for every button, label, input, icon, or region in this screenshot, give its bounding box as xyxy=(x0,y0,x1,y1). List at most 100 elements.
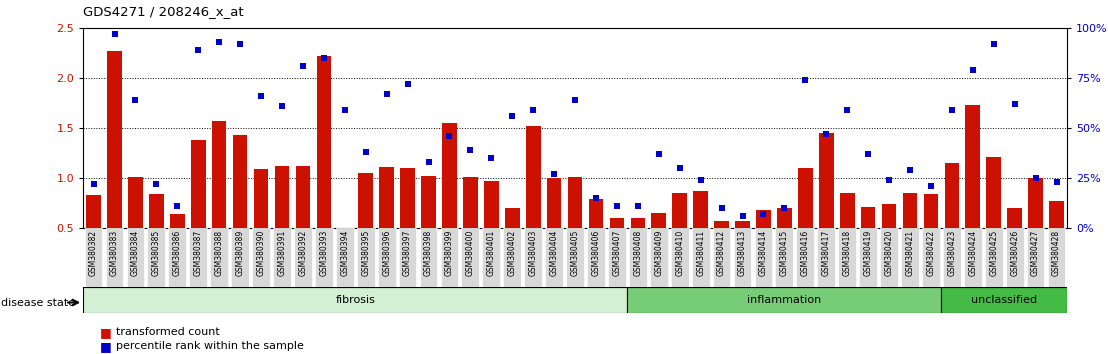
FancyBboxPatch shape xyxy=(545,228,563,287)
FancyBboxPatch shape xyxy=(211,228,228,287)
Point xyxy=(670,166,688,171)
Text: GSM380421: GSM380421 xyxy=(905,230,914,276)
Bar xyxy=(86,195,101,228)
Bar xyxy=(942,287,1067,313)
FancyBboxPatch shape xyxy=(232,228,249,287)
Point xyxy=(839,108,856,113)
Point xyxy=(880,177,897,183)
Point xyxy=(441,133,459,139)
Point xyxy=(399,81,417,87)
Text: GSM380418: GSM380418 xyxy=(843,230,852,276)
Text: GSM380407: GSM380407 xyxy=(613,230,622,276)
FancyBboxPatch shape xyxy=(797,228,814,287)
Point xyxy=(378,91,396,97)
FancyBboxPatch shape xyxy=(253,228,270,287)
Text: GSM380424: GSM380424 xyxy=(968,230,977,276)
Text: GSM380416: GSM380416 xyxy=(801,230,810,276)
Text: GSM380403: GSM380403 xyxy=(529,230,537,276)
Bar xyxy=(463,177,478,228)
Text: GSM380413: GSM380413 xyxy=(738,230,747,276)
FancyBboxPatch shape xyxy=(524,228,542,287)
Bar xyxy=(254,169,268,228)
Point xyxy=(755,211,772,217)
Bar xyxy=(627,287,942,313)
Point xyxy=(985,41,1003,47)
FancyBboxPatch shape xyxy=(839,228,856,287)
Point xyxy=(232,41,249,47)
Text: GSM380423: GSM380423 xyxy=(947,230,956,276)
Bar xyxy=(882,204,896,228)
Point xyxy=(253,93,270,99)
Bar xyxy=(986,157,1001,228)
Bar xyxy=(924,194,938,228)
FancyBboxPatch shape xyxy=(168,228,186,287)
Point xyxy=(168,204,186,209)
FancyBboxPatch shape xyxy=(922,228,940,287)
Bar xyxy=(421,176,435,228)
Point xyxy=(524,108,542,113)
Text: GSM380383: GSM380383 xyxy=(110,230,119,276)
Text: GSM380392: GSM380392 xyxy=(298,230,307,276)
Bar xyxy=(567,177,583,228)
FancyBboxPatch shape xyxy=(985,228,1003,287)
Text: GSM380393: GSM380393 xyxy=(319,230,328,276)
Text: GSM380414: GSM380414 xyxy=(759,230,768,276)
Bar xyxy=(150,194,164,228)
Text: GSM380386: GSM380386 xyxy=(173,230,182,276)
FancyBboxPatch shape xyxy=(84,228,102,287)
Point xyxy=(126,97,144,103)
FancyBboxPatch shape xyxy=(105,228,123,287)
Point xyxy=(503,114,521,119)
Bar xyxy=(317,56,331,228)
Text: GSM380387: GSM380387 xyxy=(194,230,203,276)
FancyBboxPatch shape xyxy=(1048,228,1066,287)
Bar xyxy=(1028,178,1043,228)
Text: GSM380410: GSM380410 xyxy=(675,230,685,276)
Text: GSM380396: GSM380396 xyxy=(382,230,391,276)
FancyBboxPatch shape xyxy=(462,228,480,287)
Text: GSM380395: GSM380395 xyxy=(361,230,370,276)
FancyBboxPatch shape xyxy=(670,228,688,287)
Bar xyxy=(609,218,624,228)
Point xyxy=(1048,179,1066,185)
Bar xyxy=(819,133,833,228)
Bar xyxy=(129,177,143,228)
FancyBboxPatch shape xyxy=(503,228,521,287)
Bar xyxy=(798,169,812,228)
Bar xyxy=(694,191,708,228)
Point xyxy=(357,149,375,155)
FancyBboxPatch shape xyxy=(189,228,207,287)
Point xyxy=(964,68,982,73)
FancyBboxPatch shape xyxy=(378,228,396,287)
Text: GSM380390: GSM380390 xyxy=(257,230,266,276)
Bar xyxy=(861,207,875,228)
FancyBboxPatch shape xyxy=(420,228,438,287)
Point xyxy=(336,108,353,113)
Point xyxy=(712,205,730,211)
FancyBboxPatch shape xyxy=(315,228,332,287)
FancyBboxPatch shape xyxy=(691,228,709,287)
Bar xyxy=(233,135,247,228)
FancyBboxPatch shape xyxy=(859,228,878,287)
Bar xyxy=(777,208,792,228)
Point xyxy=(273,103,290,109)
Text: GSM380391: GSM380391 xyxy=(277,230,287,276)
Bar xyxy=(358,173,373,228)
FancyBboxPatch shape xyxy=(126,228,144,287)
Bar xyxy=(442,123,456,228)
Point xyxy=(860,152,878,157)
Point xyxy=(733,213,751,219)
Point xyxy=(1027,176,1045,181)
Point xyxy=(420,160,438,165)
Point xyxy=(105,32,123,37)
FancyBboxPatch shape xyxy=(733,228,751,287)
Bar xyxy=(505,208,520,228)
Text: GSM380426: GSM380426 xyxy=(1010,230,1019,276)
Text: GSM380422: GSM380422 xyxy=(926,230,935,276)
Point xyxy=(462,148,480,153)
Bar xyxy=(275,166,289,228)
FancyBboxPatch shape xyxy=(357,228,375,287)
Point xyxy=(691,177,709,183)
Point xyxy=(1006,102,1024,107)
FancyBboxPatch shape xyxy=(441,228,459,287)
